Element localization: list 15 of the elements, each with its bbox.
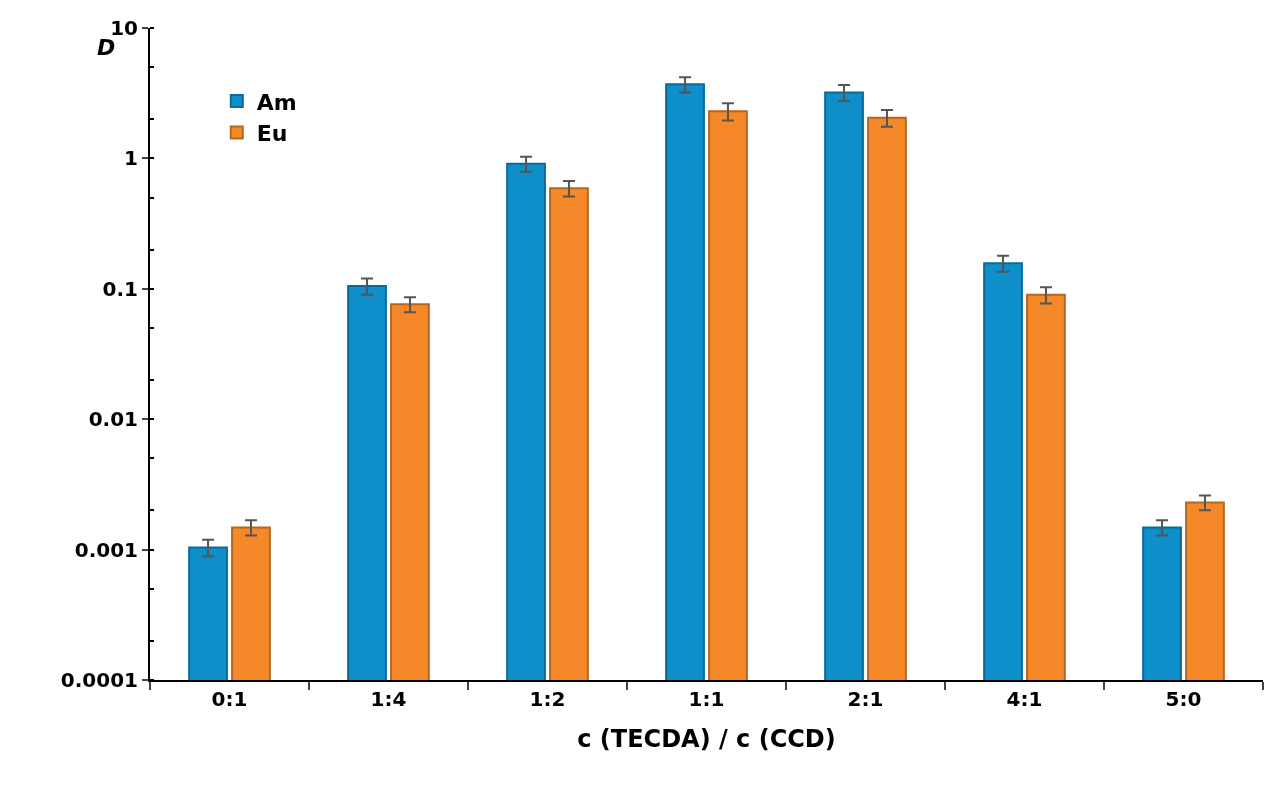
legend-label: Am [256,89,297,115]
x-tick-label: 1:1 [688,687,725,711]
x-tick-label: 0:1 [211,687,248,711]
x-tick-label: 1:4 [370,687,407,711]
y-tick-label: 1 [124,146,138,171]
x-tick-label: 4:1 [1006,687,1043,711]
y-tick-label: 0.01 [88,407,138,432]
y-tick-label: 0.001 [74,537,138,562]
legend-label: Eu [256,121,288,147]
y-tick-label: 0.0001 [60,668,138,692]
x-axis-title: c (TECDA) / c (CCD) [577,724,836,753]
x-tick-label: 2:1 [847,687,884,711]
x-tick-label: 5:0 [1165,687,1202,711]
x-tick-label: 1:2 [529,687,566,711]
y-tick-label: 0.1 [102,276,138,301]
